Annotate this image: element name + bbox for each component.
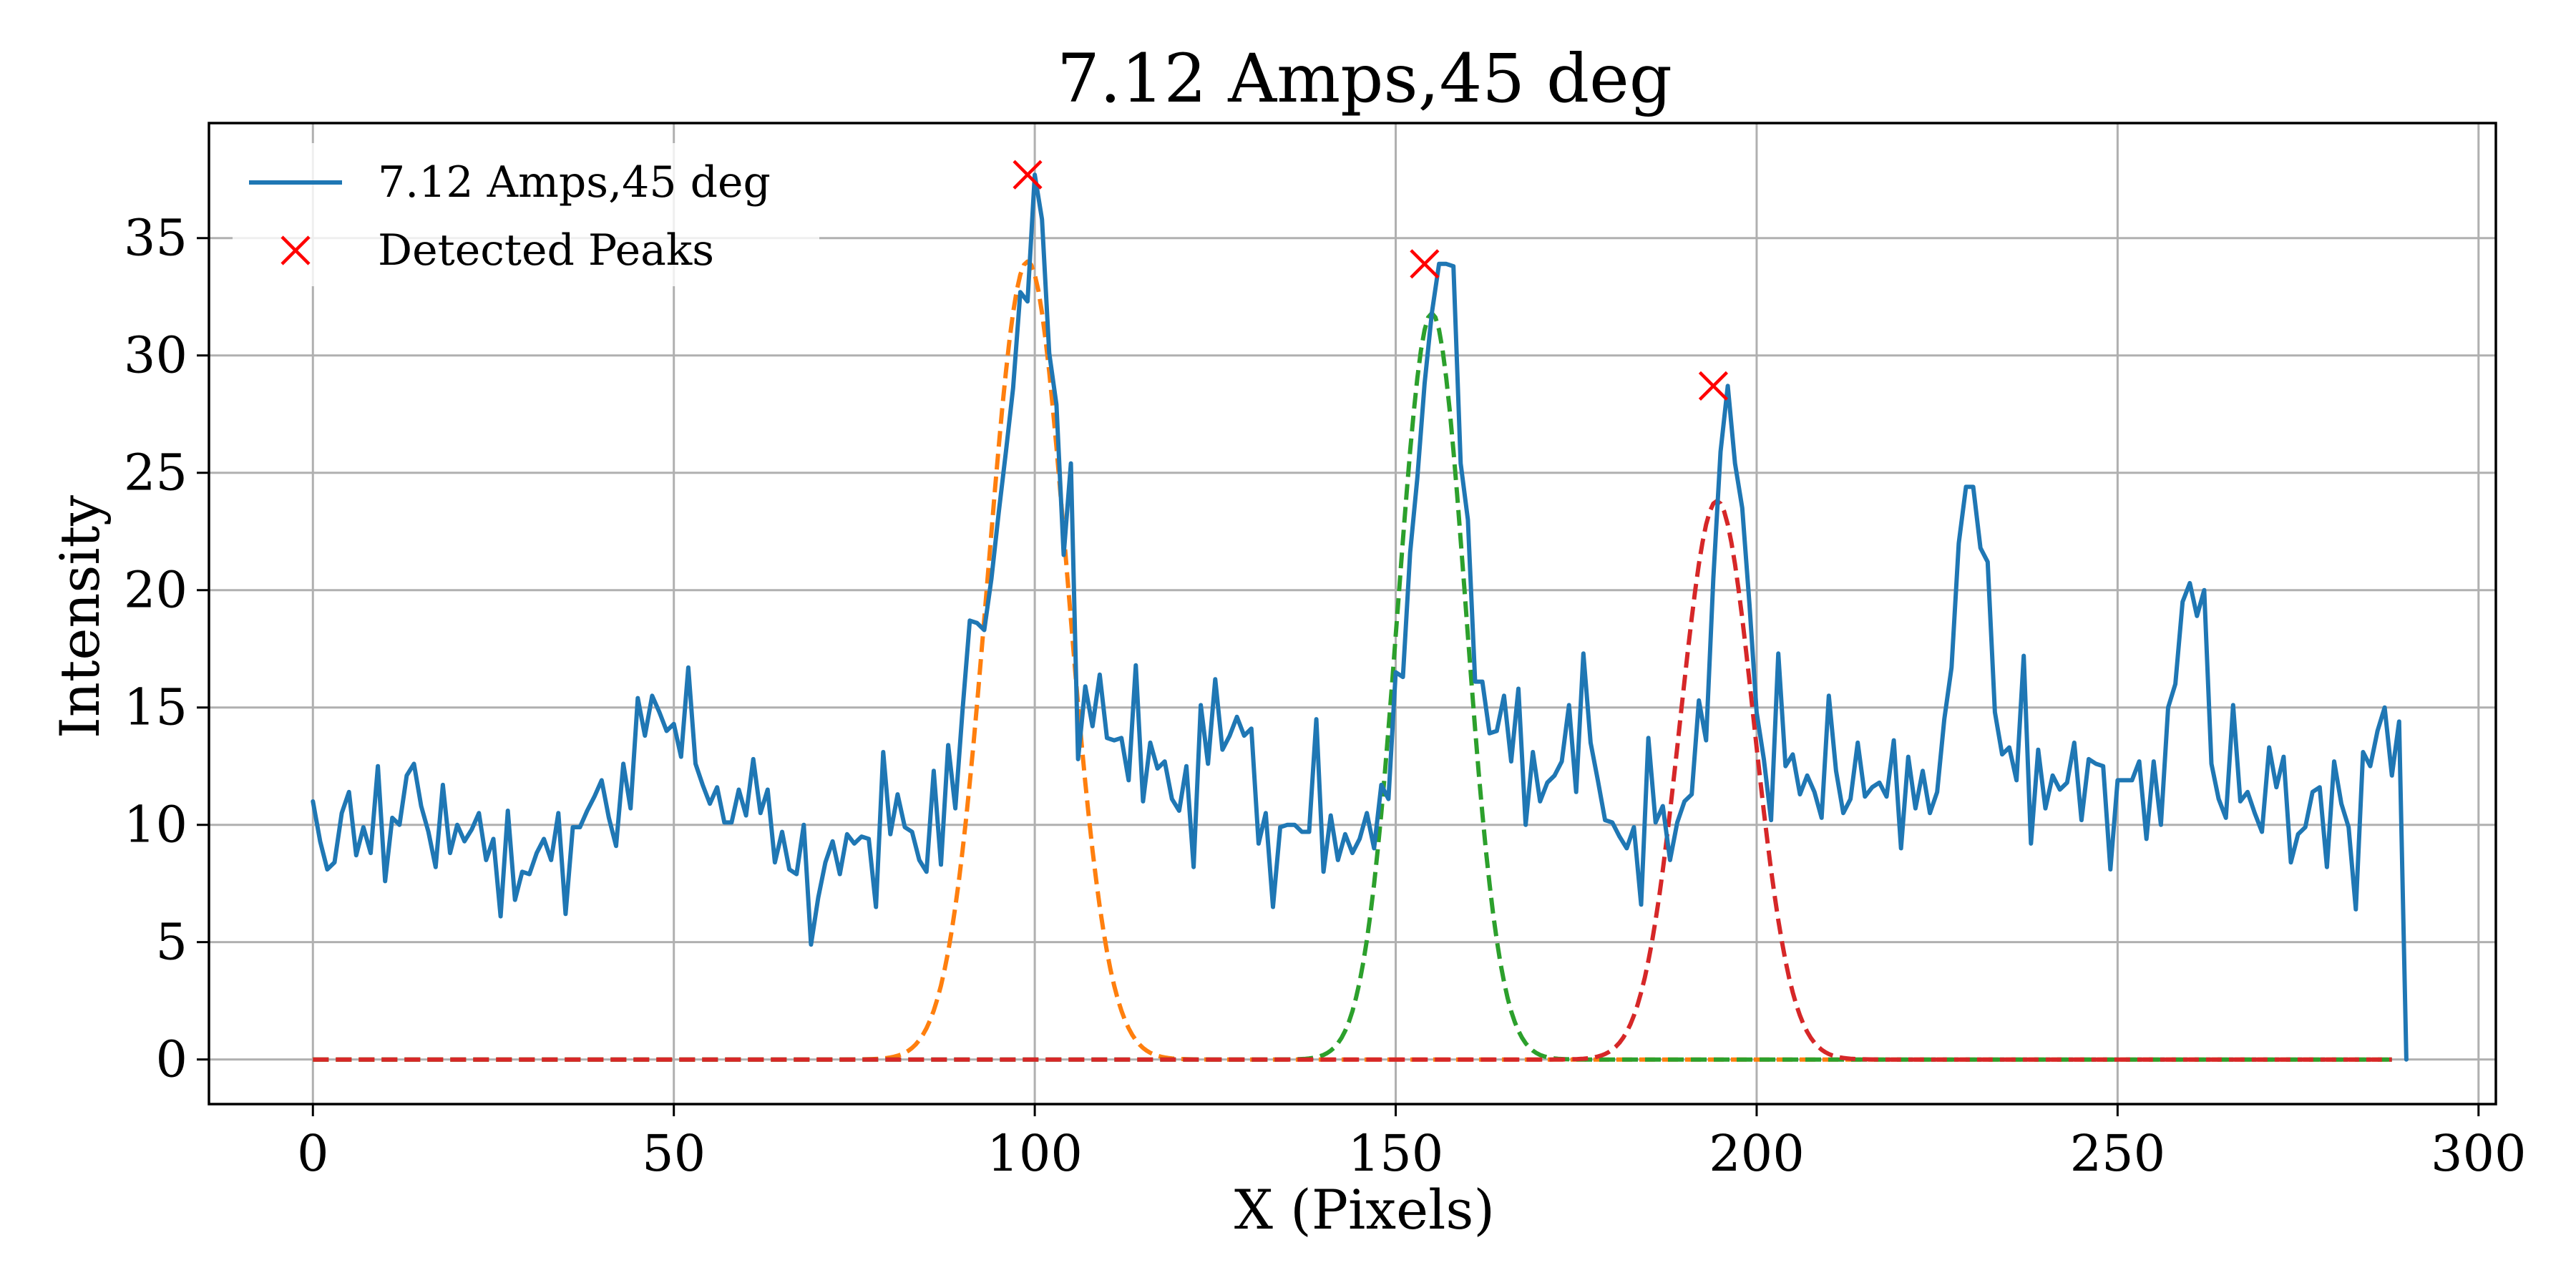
x-tick-label: 50 (642, 1124, 706, 1183)
y-tick-label: 25 (124, 444, 187, 502)
fit-curves (313, 259, 2392, 1062)
data-series (311, 172, 2409, 1062)
legend-box (233, 143, 819, 286)
y-tick-label: 5 (155, 913, 187, 972)
legend-label-profile: 7.12 Amps,45 deg (378, 157, 771, 208)
chart-title: 7.12 Amps,45 deg (1057, 40, 1672, 118)
y-tick-label: 15 (124, 678, 187, 737)
peak-markers (1013, 160, 1729, 401)
legend: 7.12 Amps,45 deg Detected Peaks (233, 143, 819, 286)
peak-marker (1013, 160, 1043, 190)
peak-marker (1698, 371, 1729, 401)
x-tick-label: 250 (2070, 1124, 2166, 1183)
legend-swatch-peaks (280, 235, 311, 265)
plot-frame (208, 122, 2497, 1106)
x-tick-label: 300 (2431, 1124, 2527, 1183)
y-tick-label: 35 (124, 209, 187, 268)
legend-label-peaks: Detected Peaks (378, 225, 714, 275)
x-tick-label: 150 (1348, 1124, 1444, 1183)
peak-marker (1410, 249, 1440, 279)
y-axis-label: Intensity (48, 495, 112, 738)
y-tick-label: 10 (124, 796, 187, 854)
gaussian-fit-3 (313, 499, 2392, 1062)
y-tick-label: 30 (124, 326, 187, 385)
y-tick-label: 20 (124, 561, 187, 620)
x-tick-label: 100 (987, 1124, 1083, 1183)
x-tick-label: 0 (297, 1124, 329, 1183)
legend-x-marker (280, 235, 311, 265)
intensity-profile-line (311, 172, 2409, 1062)
axis-ticks: 0 50 100 150 200 250 300 0 5 10 15 20 25 30 35 (124, 209, 2527, 1183)
x-tick-label: 200 (1709, 1124, 1805, 1183)
x-axis-label: X (Pixels) (1234, 1178, 1495, 1241)
y-tick-label: 0 (155, 1030, 187, 1089)
